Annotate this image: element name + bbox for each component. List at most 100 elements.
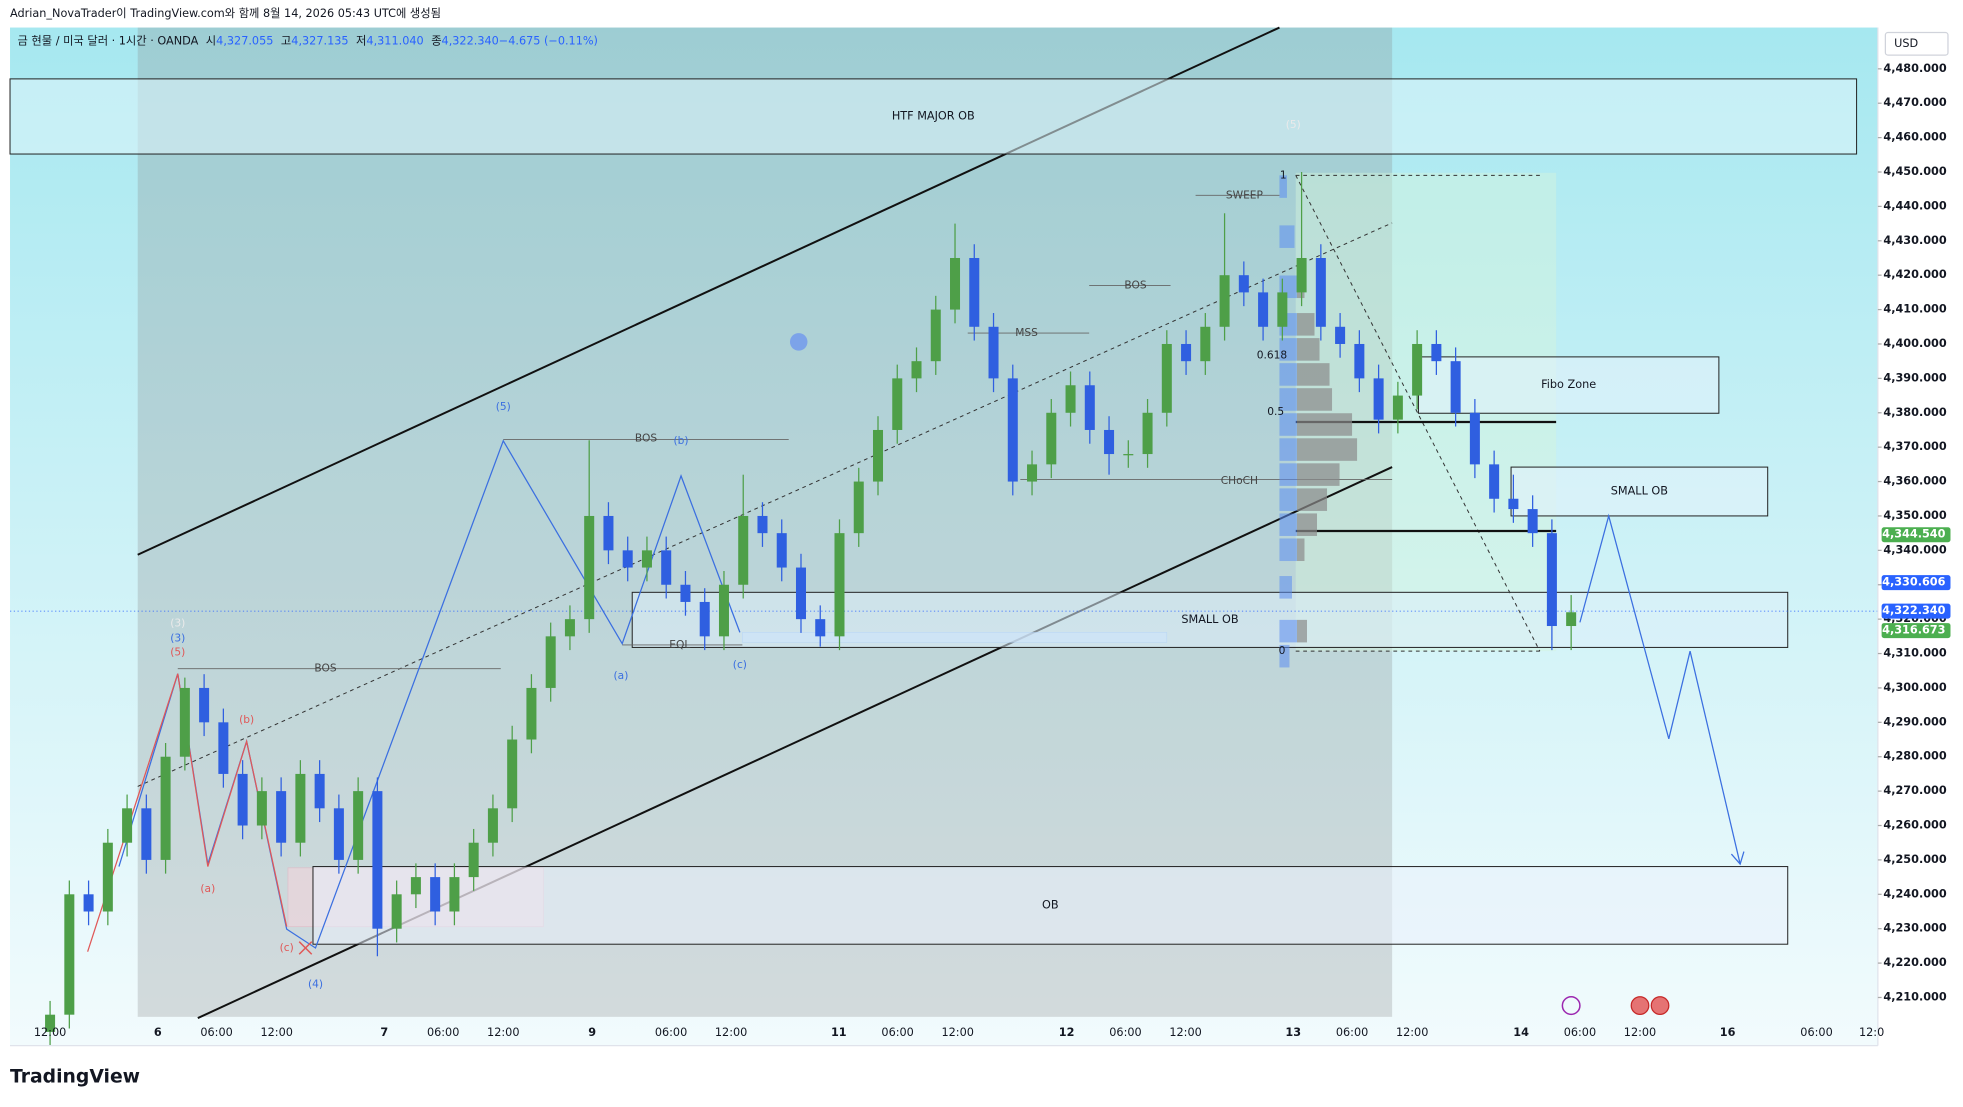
zone-box xyxy=(9,78,1858,155)
volume-profile-bar xyxy=(1279,538,1297,562)
x-tick-label: 12:00 xyxy=(34,1026,66,1039)
candle-body xyxy=(333,808,344,860)
y-tick-label: 4,370.000 xyxy=(1883,440,1947,453)
annotation: (5) xyxy=(496,400,511,413)
candle-body xyxy=(892,378,903,430)
fib-label: 0.618 xyxy=(1257,349,1288,362)
event-icon xyxy=(1630,996,1650,1015)
event-icon xyxy=(1561,996,1581,1016)
fib-label: 0 xyxy=(1279,644,1286,657)
candle-body xyxy=(507,739,518,809)
x-tick-label: 06:00 xyxy=(200,1026,232,1039)
y-tick-label: 4,400.000 xyxy=(1883,337,1947,350)
x-tick-label: 06:00 xyxy=(1109,1026,1141,1039)
y-tick-label: 4,270.000 xyxy=(1883,784,1947,797)
fib-line xyxy=(1295,175,1541,652)
candle-body xyxy=(872,429,884,482)
price-tag xyxy=(1881,603,1951,619)
zone-box xyxy=(312,866,1789,945)
annotation: (c) xyxy=(733,658,747,671)
legend-part: 4,327.055 xyxy=(216,34,273,47)
annotation: SWEEP xyxy=(1226,188,1264,201)
x-tick-label: 12:00 xyxy=(1396,1026,1428,1039)
candle-body xyxy=(1450,361,1461,413)
annotation: (3) xyxy=(170,617,185,630)
volume-profile-bar xyxy=(1279,644,1290,668)
candle-body xyxy=(1258,292,1269,327)
annotation: BOS xyxy=(1124,279,1146,292)
price-tag xyxy=(1881,527,1951,543)
x-tick-label: 11 xyxy=(831,1026,847,1039)
annotation: (5) xyxy=(1286,118,1301,131)
volume-profile-bar xyxy=(1296,313,1315,336)
candle-body xyxy=(1335,326,1346,344)
annotation: (c) xyxy=(280,941,294,954)
candle-body xyxy=(314,773,325,809)
legend-name: 시 xyxy=(206,34,216,47)
legend-part: 금 현물 / 미국 달러 · 1시간 · OANDA xyxy=(18,33,199,47)
y-tick-label: 4,350.000 xyxy=(1883,509,1947,522)
x-tick-label: 12:0 xyxy=(1859,1026,1884,1039)
annotation: MSS xyxy=(1015,326,1038,339)
volume-profile-bar xyxy=(1279,338,1297,361)
candle-body xyxy=(1181,343,1192,362)
x-tick-label: 12:00 xyxy=(942,1026,974,1039)
annotation: BOS xyxy=(635,431,657,444)
candle-body xyxy=(1084,385,1095,430)
annotation: BOS xyxy=(314,662,336,675)
volume-profile-bar xyxy=(1279,463,1297,486)
candle-body xyxy=(1392,395,1403,420)
candle-body xyxy=(160,756,171,860)
x-tick-label: 12:00 xyxy=(487,1026,519,1039)
candle-body xyxy=(45,1014,56,1032)
candle-body xyxy=(1065,385,1076,413)
candle-body xyxy=(1546,533,1557,627)
price-tag-label: 4,322.340 xyxy=(1882,604,1946,617)
candle-body xyxy=(584,515,595,620)
candle-body xyxy=(1161,343,1172,413)
candle-body xyxy=(680,584,691,602)
candle-body xyxy=(218,722,229,774)
volume-profile-bar xyxy=(1279,576,1292,599)
candle-body xyxy=(410,877,421,895)
y-tick-label: 4,410.000 xyxy=(1883,303,1947,316)
x-tick-label: 12:00 xyxy=(1169,1026,1201,1039)
y-tick-label: 4,290.000 xyxy=(1883,715,1947,728)
y-tick-label: 4,430.000 xyxy=(1883,234,1947,247)
zone-label: OB xyxy=(1042,898,1059,911)
annotation: (a) xyxy=(200,882,215,895)
candle-body xyxy=(179,687,190,757)
annotation: (b) xyxy=(674,434,689,447)
candle-body xyxy=(776,533,787,568)
candle-body xyxy=(1508,498,1519,510)
candle-body xyxy=(83,894,94,912)
event-icon xyxy=(1650,996,1670,1015)
volume-profile-bar xyxy=(1279,438,1297,461)
zone-label: SMALL OB xyxy=(1611,485,1668,498)
candle-body xyxy=(564,619,575,637)
x-tick-label: 12:00 xyxy=(260,1026,292,1039)
x-tick-label: 06:00 xyxy=(655,1026,687,1039)
y-tick-label: 4,470.000 xyxy=(1883,96,1947,109)
y-tick-label: 4,360.000 xyxy=(1883,475,1947,488)
y-tick-label: 4,250.000 xyxy=(1883,853,1947,866)
annotation: EQL xyxy=(669,638,690,651)
candle-body xyxy=(276,791,287,843)
legend: 금 현물 / 미국 달러 · 1시간 · OANDA 시4,327.055 고4,3… xyxy=(18,33,598,47)
candle-body xyxy=(295,773,306,843)
volume-profile-bar xyxy=(1279,619,1297,643)
candle-body xyxy=(1142,412,1153,455)
candle-body xyxy=(237,773,248,826)
candle-body xyxy=(1027,464,1038,482)
candle-body xyxy=(757,515,768,534)
volume-profile-bar xyxy=(1296,413,1353,436)
volume-profile-bar xyxy=(1279,175,1287,198)
currency: USD xyxy=(1894,37,1918,50)
volume-profile-bar xyxy=(1296,463,1340,486)
price-tag-label: 4,330.606 xyxy=(1882,576,1946,589)
zone-label: SMALL OB xyxy=(1181,613,1238,626)
candle-body xyxy=(1123,454,1134,456)
candle-body xyxy=(1527,509,1538,534)
volume-profile-bar xyxy=(1296,619,1307,643)
